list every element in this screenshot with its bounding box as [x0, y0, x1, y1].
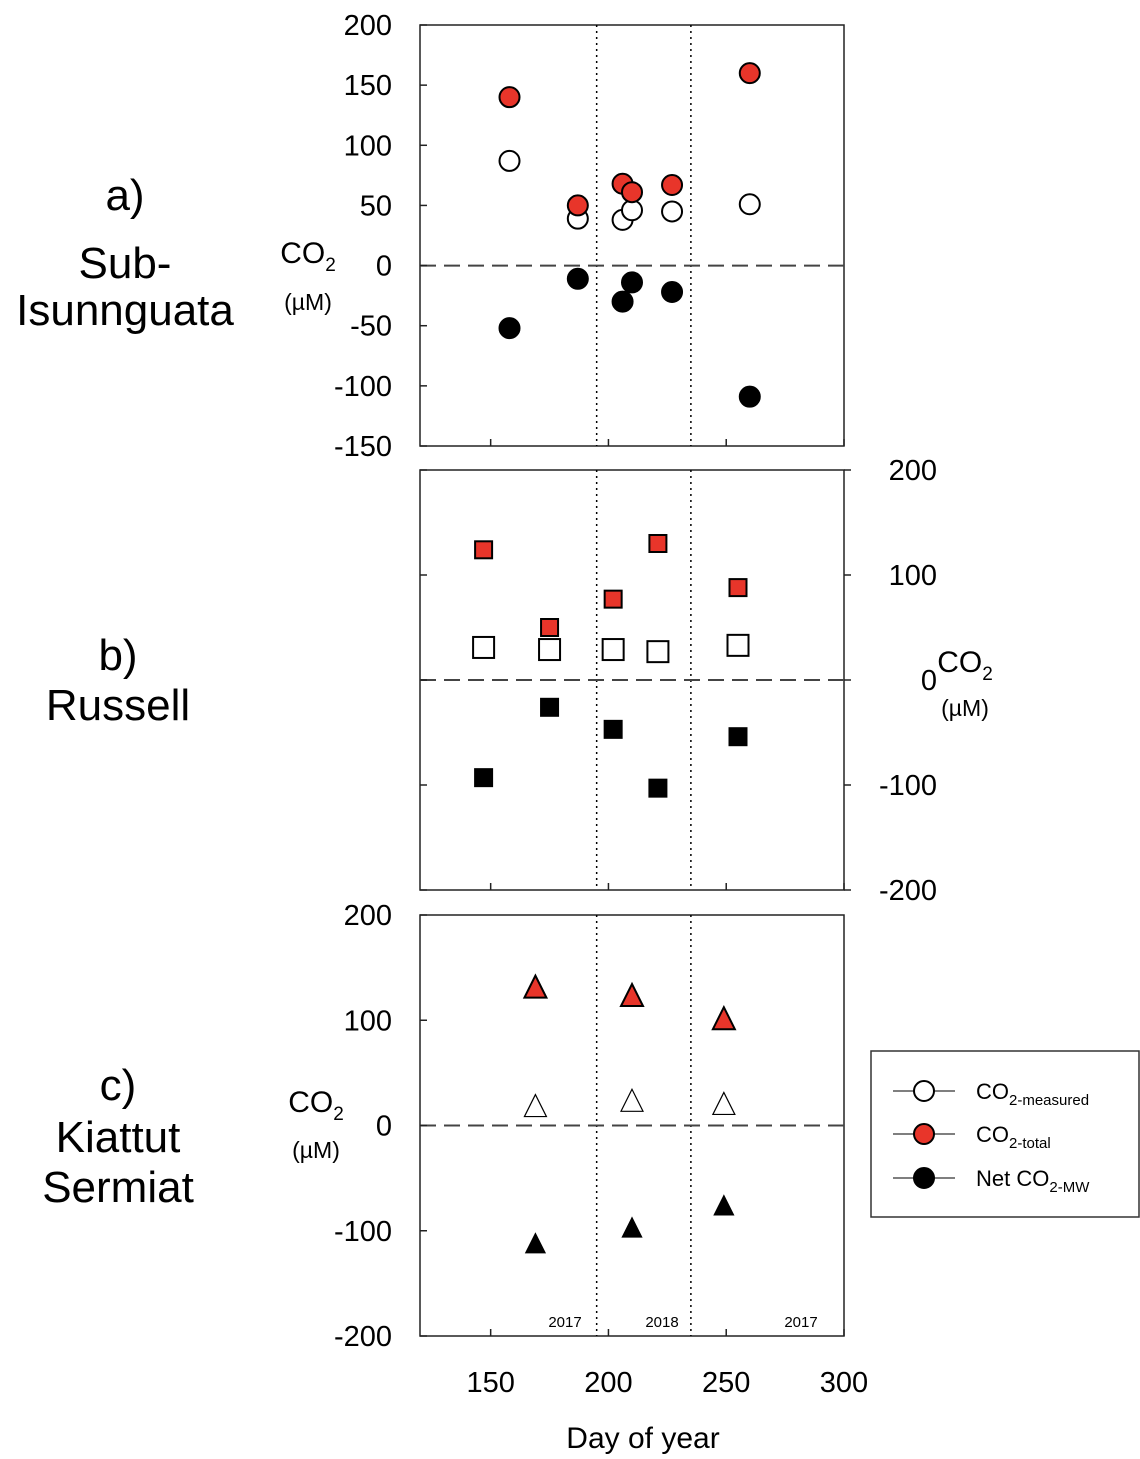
- y-tick-label: 200: [889, 455, 937, 487]
- y-tick-label: 50: [360, 190, 392, 222]
- y-tick-label: 150: [344, 70, 392, 102]
- panel-label-line: b): [98, 631, 137, 680]
- y-tick-label: -100: [334, 371, 392, 403]
- x-tick-label: 300: [820, 1367, 868, 1399]
- data-point-co2-measured: [523, 1093, 548, 1118]
- data-point-net-co2-mw: [648, 778, 668, 798]
- x-axis: 150 200 250 300: [466, 1367, 868, 1399]
- data-point-co2-total: [728, 578, 748, 598]
- panel-label-line: Sermiat: [42, 1163, 194, 1212]
- y-tick-label: 0: [921, 665, 937, 697]
- y-tick-label: -100: [334, 1216, 392, 1248]
- data-point-co2-measured: [620, 1087, 644, 1112]
- panel-label-line: c): [100, 1061, 137, 1110]
- data-point-co2-total: [738, 62, 761, 85]
- y-axis-title: CO2: [280, 237, 336, 276]
- y-tick-label: 0: [376, 251, 392, 283]
- x-axis-title: Day of year: [566, 1422, 719, 1455]
- panel-label-line: Isunnguata: [16, 286, 234, 335]
- legend-marker-measured: [913, 1080, 935, 1102]
- panel-label-line: Kiattut: [56, 1113, 181, 1162]
- data-point-net-co2-mw: [524, 1232, 547, 1254]
- data-point-net-co2-mw: [661, 281, 684, 304]
- data-point-co2-total: [621, 181, 643, 204]
- data-point-co2-measured: [738, 193, 761, 216]
- legend-marker-total: [913, 1123, 935, 1145]
- data-point-net-co2-mw: [621, 271, 643, 294]
- data-point-net-co2-mw: [540, 697, 560, 717]
- x-tick-label: 200: [584, 1367, 632, 1399]
- data-point-co2-measured: [711, 1091, 736, 1116]
- x-tick-label: 250: [702, 1367, 750, 1399]
- y-axis-units: (µM): [292, 1137, 340, 1163]
- data-point-co2-total: [474, 540, 494, 560]
- y-axis-title: CO2: [937, 646, 993, 685]
- data-point-co2-total: [540, 618, 560, 637]
- data-point-co2-total: [498, 86, 521, 109]
- data-point-co2-measured: [538, 638, 562, 662]
- panel-a-sub-isunnguata: 200 150 100 50 0 -50 -100 -150 a) Sub-Isunnguata C…: [16, 10, 845, 463]
- y-tick-label: -150: [334, 431, 392, 463]
- y-tick-label: -100: [879, 770, 937, 802]
- data-point-net-co2-mw: [498, 317, 521, 340]
- y-axis-units: (µM): [941, 695, 989, 721]
- data-point-co2-total: [522, 973, 549, 999]
- panel-label-line: a): [105, 171, 144, 220]
- data-point-co2-total: [566, 194, 589, 217]
- panel-label-line: Sub-: [79, 239, 172, 288]
- data-point-net-co2-mw: [603, 719, 623, 739]
- y-axis-title: CO2: [288, 1086, 344, 1125]
- y-tick-label: -50: [350, 311, 392, 343]
- data-point-net-co2-mw: [611, 290, 634, 313]
- data-point-net-co2-mw: [728, 727, 748, 747]
- y-tick-label: 200: [344, 10, 392, 42]
- y-tick-label: 100: [344, 1005, 392, 1037]
- y-tick-label: 200: [344, 900, 392, 932]
- data-point-co2-measured: [498, 149, 521, 172]
- y-tick-label: 100: [889, 560, 937, 592]
- data-point-co2-measured: [726, 633, 750, 657]
- data-point-net-co2-mw: [621, 1216, 643, 1238]
- data-point-co2-total: [711, 1004, 737, 1031]
- panel-b-russell: 200 100 0 -100 -200 b)Russell CO2 (µM): [46, 455, 993, 907]
- year-label: 2017: [784, 1314, 817, 1331]
- y-tick-label: 0: [376, 1111, 392, 1143]
- x-tick-label: 150: [466, 1367, 514, 1399]
- data-point-co2-measured: [621, 199, 643, 222]
- panel-label-line: Russell: [46, 681, 190, 730]
- data-point-co2-total: [619, 981, 645, 1008]
- data-point-co2-measured: [661, 200, 684, 223]
- y-tick-label: 100: [344, 130, 392, 162]
- y-axis-units: (µM): [284, 289, 332, 315]
- year-label: 2017: [548, 1314, 581, 1331]
- data-point-net-co2-mw: [566, 267, 589, 290]
- year-label: 2018: [645, 1314, 678, 1331]
- data-point-co2-total: [661, 173, 684, 196]
- data-point-co2-measured: [472, 635, 496, 659]
- plot-frame: [419, 24, 845, 447]
- data-point-net-co2-mw: [738, 385, 761, 408]
- legend-marker-net: [913, 1167, 935, 1189]
- data-point-co2-measured: [601, 638, 625, 662]
- y-tick-label: -200: [334, 1321, 392, 1353]
- data-point-net-co2-mw: [713, 1194, 735, 1216]
- data-point-co2-total: [603, 589, 623, 609]
- data-point-co2-total: [648, 534, 668, 553]
- data-point-net-co2-mw: [474, 768, 494, 788]
- data-point-co2-measured: [646, 640, 670, 664]
- y-tick-label: -200: [879, 875, 937, 907]
